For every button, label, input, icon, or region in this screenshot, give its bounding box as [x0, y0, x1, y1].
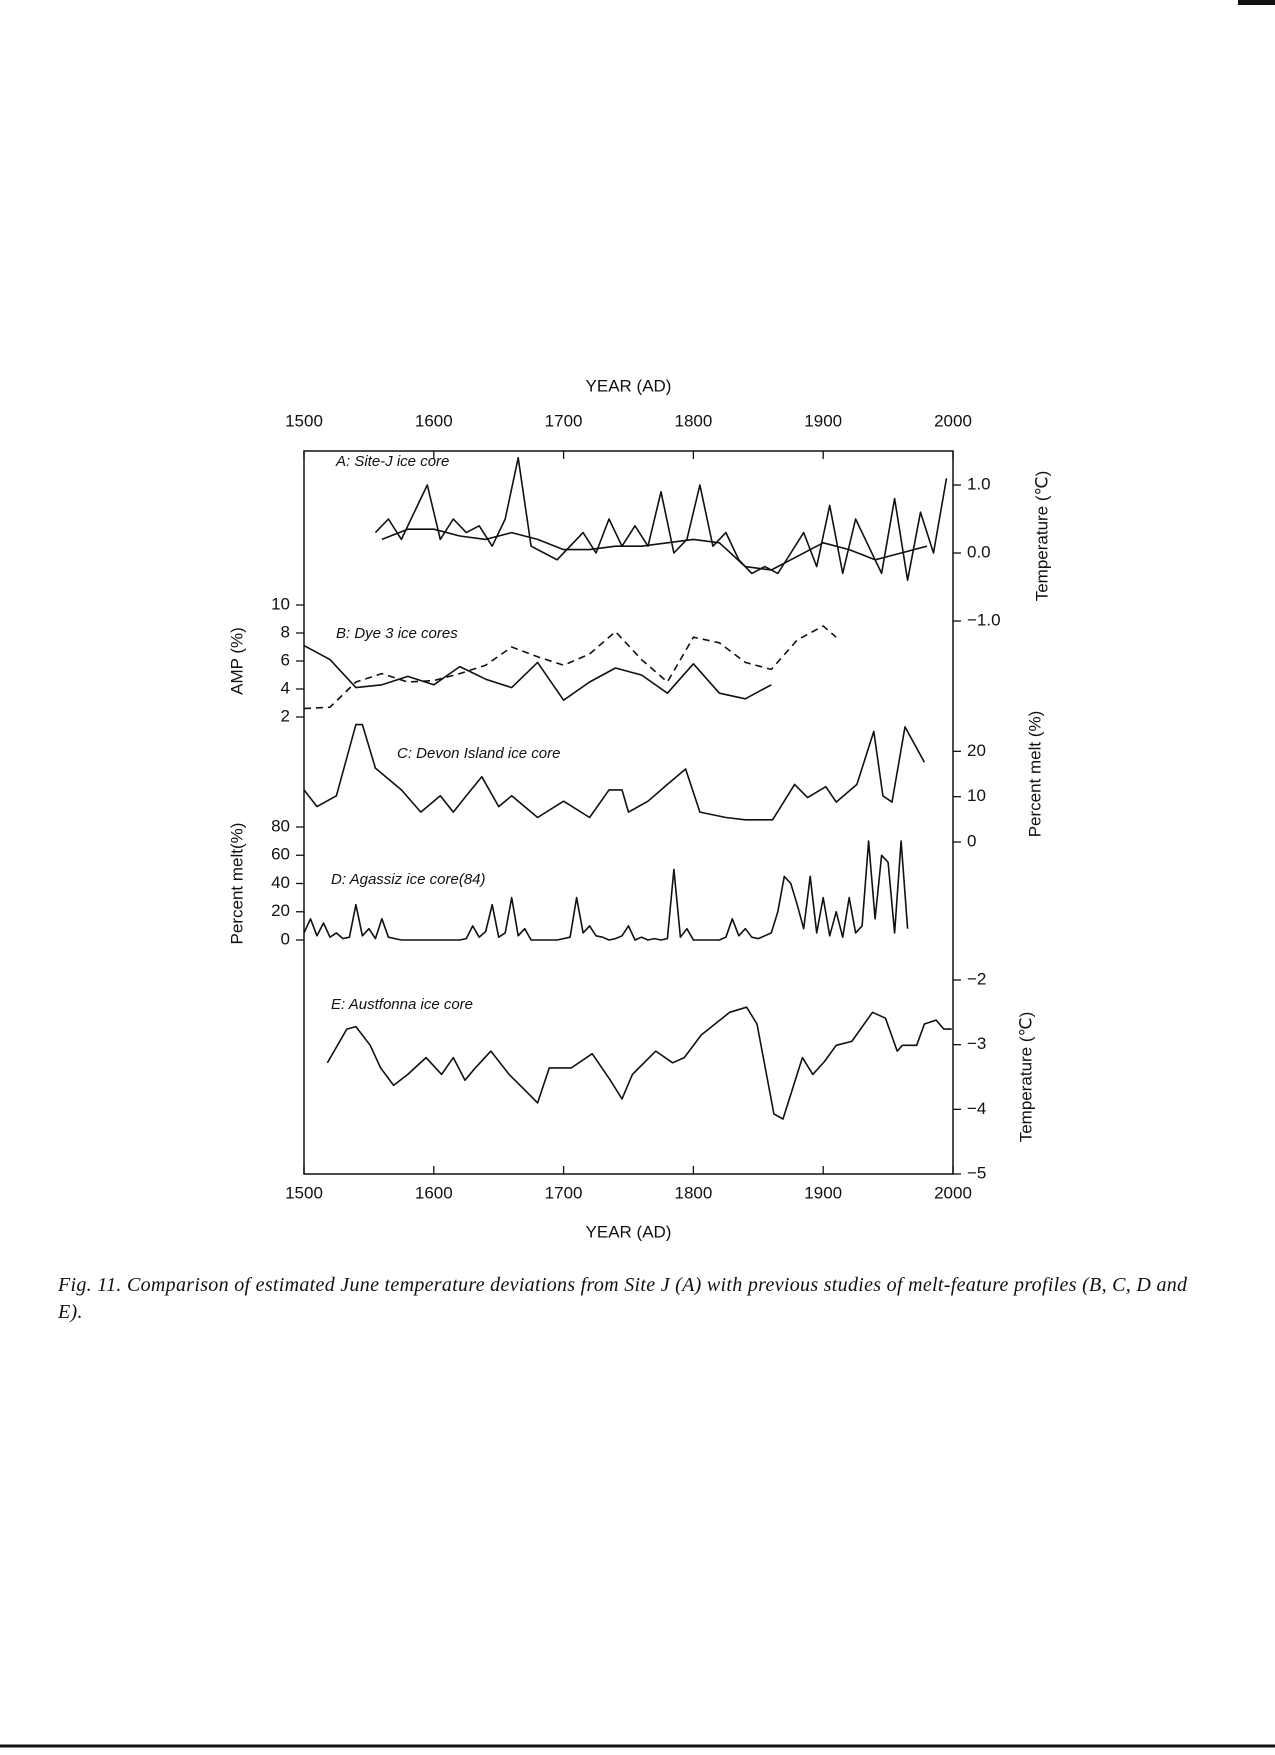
x-axis-label: YEAR (AD) [586, 376, 672, 395]
data-line [326, 1006, 952, 1120]
y-tick-label: 2 [281, 706, 290, 725]
scan-mark [1238, 0, 1275, 5]
y-tick-label: −3 [967, 1034, 986, 1053]
y-tick-label: −4 [967, 1099, 986, 1118]
x-tick-label: 1700 [545, 1183, 583, 1202]
y-tick-label: 1.0 [967, 474, 991, 493]
y-tick-label: 0 [281, 929, 290, 948]
y-tick-label: 6 [281, 650, 290, 669]
y-axis-label: AMP (%) [227, 627, 246, 695]
y-tick-label: 4 [281, 678, 290, 697]
y-tick-label: 10 [271, 594, 290, 613]
y-tick-label: 80 [271, 816, 290, 835]
y-tick-label: 20 [967, 741, 986, 760]
y-axis-label: Temperature (℃) [1016, 1012, 1035, 1143]
y-axis-label: Percent melt (%) [1025, 711, 1044, 838]
data-line [303, 723, 926, 821]
y-tick-label: 40 [271, 873, 290, 892]
x-tick-label: 2000 [934, 411, 972, 430]
y-axis-label: Percent melt(%) [227, 823, 246, 945]
y-tick-label: 10 [967, 786, 986, 805]
data-line [374, 457, 948, 581]
x-tick-label: 1800 [674, 1183, 712, 1202]
data-line [303, 644, 772, 701]
y-tick-label: 8 [281, 622, 290, 641]
x-tick-label: 2000 [934, 1183, 972, 1202]
x-tick-label: 1900 [804, 411, 842, 430]
x-tick-label: 1900 [804, 1183, 842, 1202]
x-tick-label: 1800 [674, 411, 712, 430]
panel-label: D: Agassiz ice core(84) [331, 871, 486, 888]
x-axis-label: YEAR (AD) [586, 1222, 672, 1241]
x-tick-label: 1500 [285, 411, 323, 430]
panel-label: E: Austfonna ice core [331, 996, 473, 1013]
y-tick-label: 0 [967, 831, 976, 850]
panel-label: A: Site-J ice core [335, 453, 449, 470]
y-tick-label: −2 [967, 969, 986, 988]
x-tick-label: 1600 [415, 411, 453, 430]
y-axis-label: Temperature (℃) [1032, 471, 1051, 602]
data-line [303, 840, 909, 941]
y-tick-label: 60 [271, 845, 290, 864]
panel-label: B: Dye 3 ice cores [336, 625, 458, 642]
data-line [381, 528, 928, 571]
x-tick-label: 1700 [545, 411, 583, 430]
x-tick-label: 1600 [415, 1183, 453, 1202]
y-tick-label: −1.0 [967, 610, 1001, 629]
panel-label: C: Devon Island ice core [397, 745, 560, 762]
y-tick-label: 0.0 [967, 542, 991, 561]
y-tick-label: −5 [967, 1163, 986, 1182]
data-line [303, 625, 837, 710]
figure-caption: Fig. 11. Comparison of estimated June te… [58, 1274, 1188, 1323]
x-tick-label: 1500 [285, 1183, 323, 1202]
y-tick-label: 20 [271, 901, 290, 920]
plot-frame [303, 450, 954, 1175]
